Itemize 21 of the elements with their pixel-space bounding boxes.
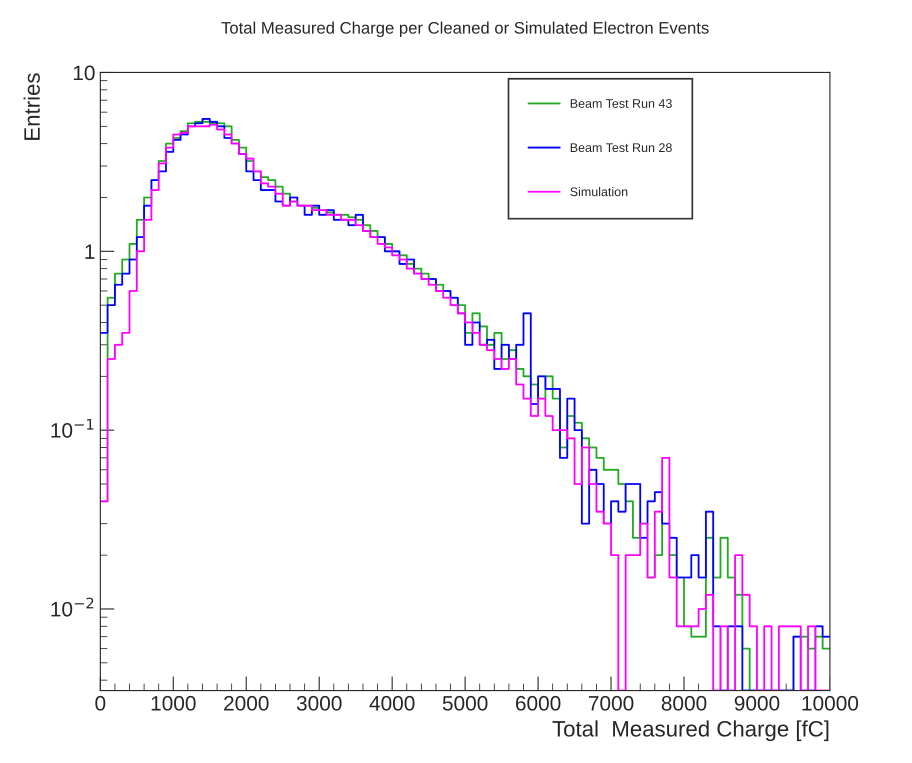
y-tick-label: 1 xyxy=(85,244,94,259)
x-tick-label: 6000 xyxy=(516,696,560,711)
legend-label: Simulation xyxy=(570,187,628,196)
x-tick-label: 3000 xyxy=(296,696,342,711)
x-tick-label: 9000 xyxy=(734,696,780,711)
x-tick-label: 10000 xyxy=(802,696,858,711)
x-tick-label: 4000 xyxy=(369,696,415,711)
y-tick-label: 10 xyxy=(74,65,95,80)
x-tick-label: 7000 xyxy=(588,696,634,711)
x-tick-label: 5000 xyxy=(442,696,488,711)
y-tick-label: 10$^{−1}$ xyxy=(51,418,94,438)
x-tick-label: 2000 xyxy=(224,696,269,711)
x-tick-label: 1000 xyxy=(152,696,196,711)
legend-label: Beam Test Run 28 xyxy=(570,143,672,152)
legend-label: Beam Test Run 43 xyxy=(570,99,672,108)
x-axis-title: Total Measured Charge [fC] xyxy=(552,720,828,742)
y-axis-title: Entries xyxy=(24,73,40,140)
chart-title: Total Measured Charge per Cleaned or Simulated Electron Events xyxy=(221,22,709,38)
x-tick-label: 0 xyxy=(95,696,106,711)
y-tick-label: 10$^{−2}$ xyxy=(51,598,94,617)
x-tick-label: 8000 xyxy=(662,696,706,711)
